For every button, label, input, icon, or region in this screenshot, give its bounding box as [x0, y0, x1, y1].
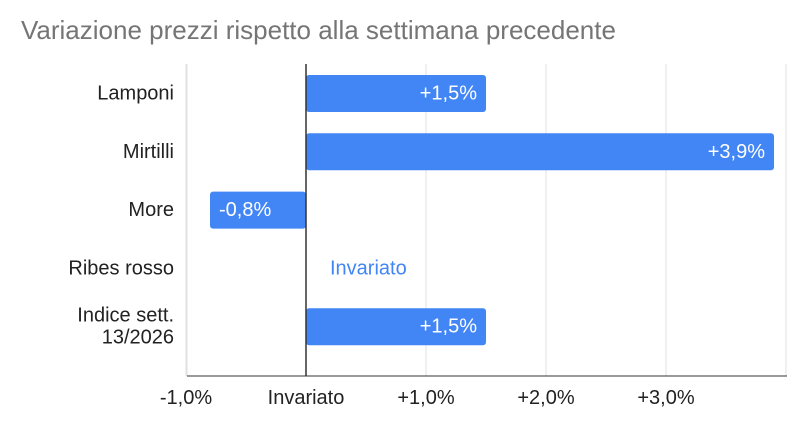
x-tick-label-4: +3,0%: [637, 387, 694, 409]
bar-label-0: +1,5%: [420, 83, 477, 105]
category-label-2-0: More: [128, 199, 174, 221]
bar-4: [306, 308, 486, 346]
bar-label-2: -0,8%: [219, 199, 271, 221]
category-label-4-0: Indice sett.: [77, 305, 174, 327]
x-tick-label-2: +1,0%: [397, 387, 454, 409]
chart-title: Variazione prezzi rispetto alla settiman…: [21, 15, 616, 45]
x-tick-label-0: -1,0%: [160, 387, 212, 409]
bar-label-3: Invariato: [330, 257, 407, 279]
bar-1: [306, 133, 774, 171]
category-label-1-0: Mirtilli: [123, 141, 174, 163]
bar-2: [210, 191, 306, 229]
bar-label-1: +3,9%: [708, 141, 765, 163]
x-tick-label-3: +2,0%: [517, 387, 574, 409]
bar-label-4: +1,5%: [420, 316, 477, 338]
category-label-4-1: 13/2026: [102, 327, 174, 349]
x-tick-label-1: Invariato: [268, 387, 345, 409]
category-label-0-0: Lamponi: [97, 83, 174, 105]
bar-0: [306, 75, 486, 112]
category-label-3-0: Ribes rosso: [68, 257, 174, 279]
